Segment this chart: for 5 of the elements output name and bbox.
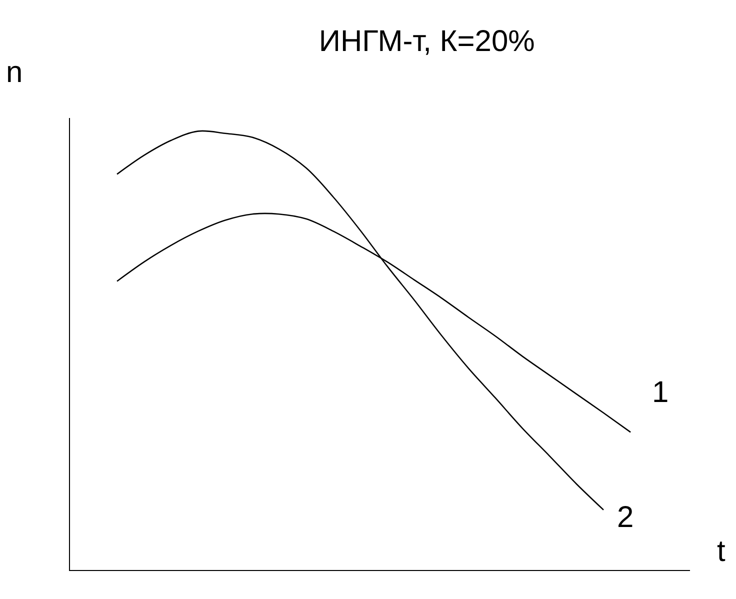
chart-title: ИНГМ-т, К=20% [318,24,535,58]
series-label: 2 [617,501,634,534]
series-label: 1 [652,376,669,409]
x-axis-title: t [717,535,726,568]
y-axis-title: n [6,56,23,89]
